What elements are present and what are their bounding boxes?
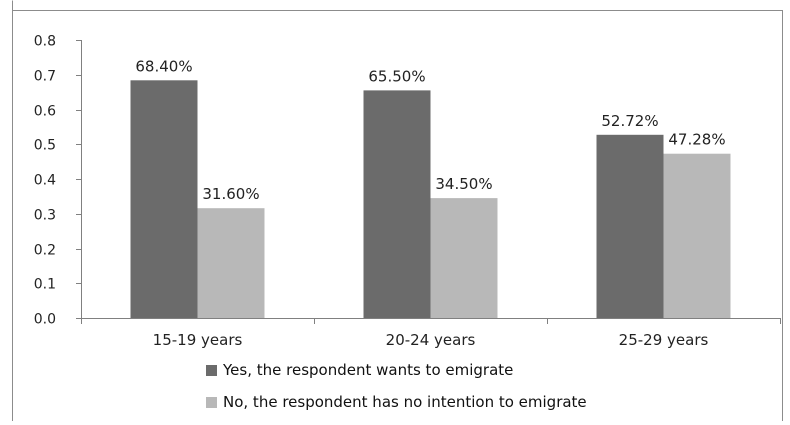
bar-yes [596, 134, 664, 318]
x-category-label: 25-29 years [619, 331, 709, 349]
y-tick-label: 0.0 [34, 312, 56, 328]
data-label: 47.28% [668, 131, 725, 149]
bar-yes [363, 90, 431, 318]
legend-item-yes: Yes, the respondent wants to emigrate [206, 360, 587, 380]
legend: Yes, the respondent wants to emigrate No… [206, 360, 587, 424]
y-tick-label: 0.1 [34, 277, 56, 293]
bar-no [430, 198, 498, 318]
legend-label-yes: Yes, the respondent wants to emigrate [223, 361, 514, 379]
chart-border [12, 0, 783, 421]
y-tick-label: 0.3 [34, 208, 56, 224]
x-category-label: 20-24 years [386, 331, 476, 349]
legend-item-no: No, the respondent has no intention to e… [206, 392, 587, 412]
data-label: 65.50% [368, 67, 425, 85]
bar-no [663, 153, 731, 318]
legend-swatch-yes [206, 364, 217, 376]
y-tick-label: 0.6 [34, 104, 56, 120]
bar-yes [130, 80, 198, 318]
data-label: 68.40% [135, 57, 192, 75]
y-tick-label: 0.7 [34, 69, 56, 85]
legend-label-no: No, the respondent has no intention to e… [223, 393, 587, 411]
data-label: 52.72% [601, 112, 658, 130]
data-label: 31.60% [202, 185, 259, 203]
x-category-label: 15-19 years [153, 331, 243, 349]
y-tick-label: 0.5 [34, 138, 56, 154]
y-tick-label: 0.2 [34, 243, 56, 259]
bar-no [197, 208, 265, 318]
y-tick-label: 0.4 [34, 173, 56, 189]
legend-swatch-no [206, 396, 217, 408]
y-tick-label: 0.8 [34, 34, 56, 50]
data-label: 34.50% [435, 175, 492, 193]
